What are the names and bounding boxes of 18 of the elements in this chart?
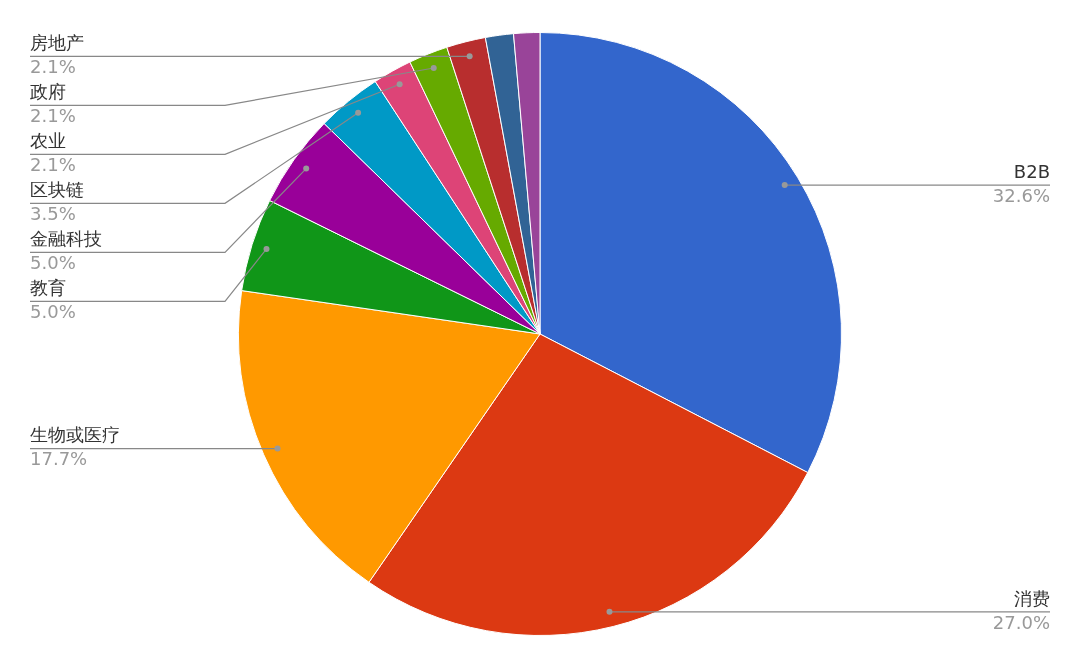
slice-label: 金融科技: [30, 228, 102, 250]
data-label: 17.7%: [30, 448, 88, 470]
slice-label: 生物或医疗: [30, 424, 120, 446]
slice-label: 农业: [30, 130, 66, 152]
data-label: 32.6%: [992, 184, 1050, 206]
data-label: 2.1%: [30, 56, 76, 78]
slice-label: B2B: [1013, 160, 1050, 182]
data-label: 27.0%: [992, 611, 1050, 633]
data-label: 2.1%: [30, 154, 76, 176]
slice-label: 消费: [1014, 587, 1050, 609]
data-label: 3.5%: [30, 203, 76, 225]
slice-label: 区块链: [30, 179, 84, 201]
slice-label: 房地产: [30, 32, 84, 54]
data-label: 5.0%: [30, 252, 76, 274]
data-label: 2.1%: [30, 105, 76, 127]
data-label: 5.0%: [30, 301, 76, 323]
slice-label: 政府: [30, 81, 66, 103]
slice-label: 教育: [30, 277, 66, 299]
